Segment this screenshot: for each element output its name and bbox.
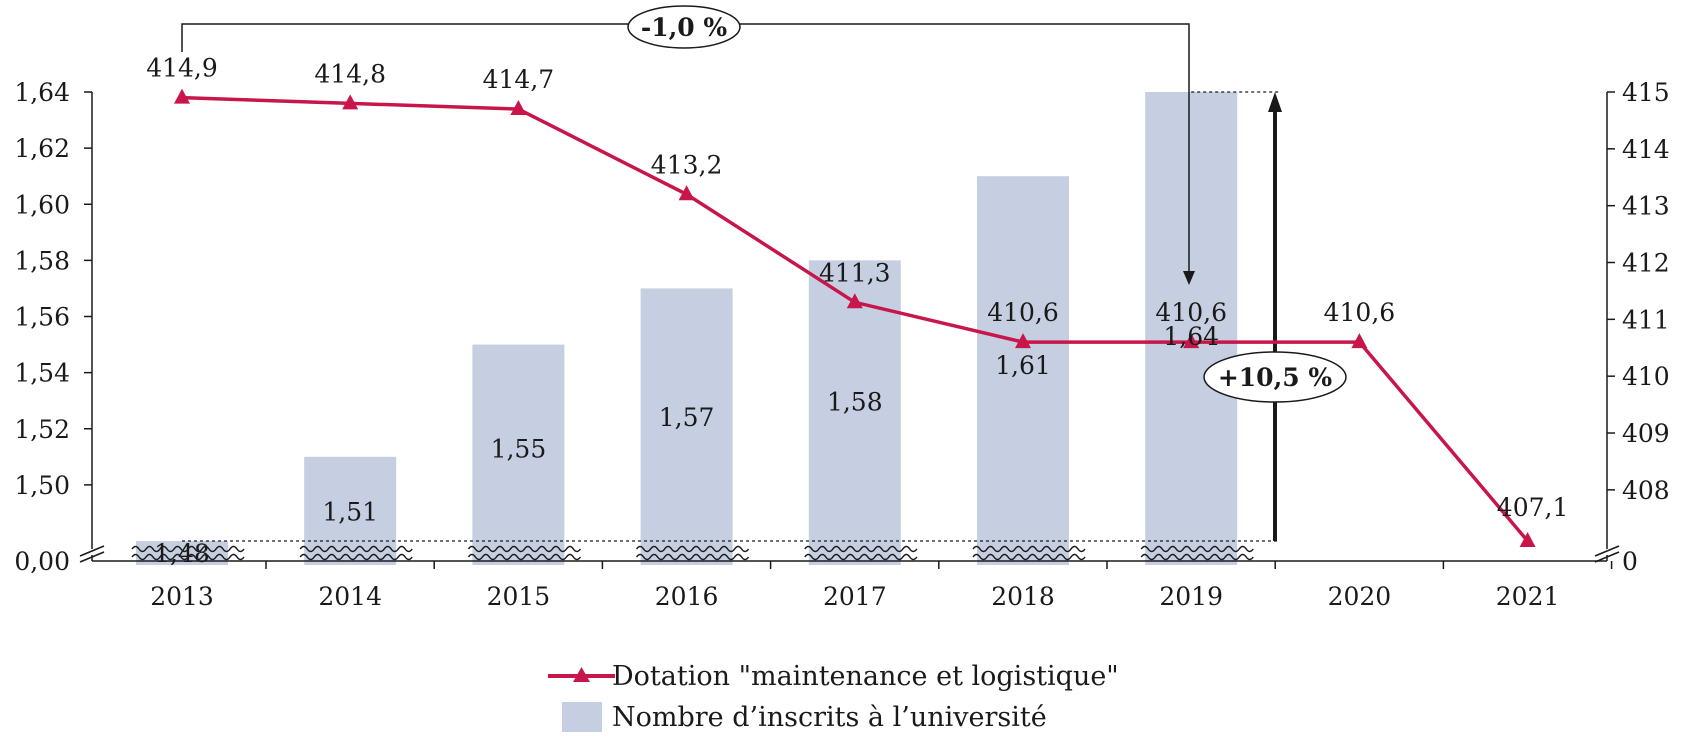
left-tick-label: 1,56 [14, 303, 70, 332]
bar-label-2015: 1,55 [491, 435, 547, 464]
bar-label-2018: 1,61 [995, 351, 1051, 380]
left-tick-label: 1,62 [14, 134, 70, 163]
x-tick-label-2018: 2018 [991, 582, 1055, 611]
decrease-badge [627, 5, 741, 49]
break-wave-2018 [972, 545, 1086, 553]
line-label-2020: 410,6 [1324, 298, 1396, 327]
line-marker-2018 [1015, 333, 1031, 349]
break-wave-2014 [299, 545, 413, 553]
line-label-2015: 414,7 [483, 65, 555, 94]
break-wave-2019 [1140, 553, 1254, 561]
line-label-2016: 413,2 [651, 150, 723, 179]
left-axis-break-slash-2 [79, 551, 105, 563]
right-axis-break-slash-1 [1594, 545, 1620, 557]
line-series [174, 88, 1536, 547]
right-tick-label: 411 [1622, 305, 1670, 334]
bar-2016 [640, 288, 733, 565]
decrease-arrowhead [1183, 271, 1195, 285]
legend-label-line: Dotation "maintenance et logistique" [612, 661, 1119, 692]
legend: Dotation "maintenance et logistique" Nom… [548, 661, 1119, 733]
line-marker-2021 [1519, 532, 1536, 547]
line-label-2014: 414,8 [314, 59, 386, 88]
break-wave-2016 [635, 553, 750, 561]
left-tick-label: 1,50 [14, 471, 70, 500]
axes: 1,50 1,52 1,54 1,56 1,58 1,60 1,62 1,64 0,00 408 4… [14, 78, 1669, 611]
right-tick-label: 415 [1622, 78, 1670, 107]
left-tick-label: 1,60 [14, 190, 70, 219]
line-marker-2016 [678, 185, 695, 201]
break-wave-2019 [1140, 545, 1254, 553]
line-marker-2020 [1351, 333, 1368, 349]
bar-label-2016: 1,57 [659, 403, 715, 432]
line-marker-2015 [510, 100, 527, 116]
x-tick-label-2019: 2019 [1159, 582, 1223, 611]
right-axis-break-slash-2 [1594, 551, 1620, 563]
data-labels: 1,48 1,51 1,55 1,57 1,58 1,61 1,64 414,9 414,8 41… [146, 54, 1568, 568]
bar-label-2013: 1,48 [154, 539, 210, 568]
x-tick-label-2015: 2015 [487, 582, 551, 611]
break-wave-2018 [972, 553, 1086, 561]
legend-bar-swatch [562, 702, 602, 732]
bar-label-2014: 1,51 [322, 497, 378, 526]
line-marker-2013 [174, 88, 190, 104]
bar-2019 [1145, 92, 1238, 565]
line-marker-2019 [1183, 333, 1200, 349]
x-tick-label-2013: 2013 [150, 582, 214, 611]
break-wave-2015 [467, 545, 582, 553]
left-tick-label: 1,54 [14, 359, 70, 388]
bar-2015 [472, 344, 565, 565]
left-axis-break-slash-1 [79, 545, 105, 557]
break-wave-2013 [131, 545, 245, 553]
increase-badge-label: +10,5 % [1218, 363, 1333, 392]
x-tick-label-2014: 2014 [318, 582, 382, 611]
x-tick-label-2016: 2016 [655, 582, 719, 611]
line-marker-2014 [342, 94, 359, 110]
right-tick-label: 410 [1622, 362, 1670, 391]
bar-label-2019: 1,64 [1163, 322, 1219, 351]
increase-badge [1203, 351, 1347, 403]
right-tick-label: 408 [1622, 476, 1670, 505]
decrease-badge-label: -1,0 % [641, 13, 728, 42]
line-label-2019: 410,6 [1155, 298, 1227, 327]
right-tick-label: 409 [1622, 419, 1670, 448]
legend-label-bars: Nombre d’inscrits à l’université [612, 702, 1047, 733]
left-tick-label-break: 0,00 [14, 547, 70, 576]
line-label-2017: 411,3 [819, 258, 891, 287]
x-tick-label-2020: 2020 [1328, 582, 1392, 611]
break-wave-2013 [131, 553, 245, 561]
left-tick-label: 1,64 [14, 78, 70, 107]
line-label-2021: 407,1 [1497, 493, 1569, 522]
right-tick-label: 412 [1622, 249, 1670, 278]
break-wave-2017 [804, 553, 918, 561]
x-tick-label-2017: 2017 [823, 582, 887, 611]
bar-series [136, 92, 1238, 565]
line-label-2018: 410,6 [987, 298, 1059, 327]
left-tick-label: 1,52 [14, 415, 70, 444]
x-tick-label-2021: 2021 [1496, 582, 1560, 611]
right-tick-label: 414 [1622, 135, 1670, 164]
break-wave-2015 [467, 553, 582, 561]
right-tick-label: 413 [1622, 192, 1670, 221]
left-tick-label: 1,58 [14, 246, 70, 275]
break-wave-2017 [804, 545, 918, 553]
break-wave-2014 [299, 553, 413, 561]
bar-2018 [977, 176, 1069, 565]
break-wave-2016 [635, 545, 750, 553]
bar-label-2017: 1,58 [827, 387, 883, 416]
annotations: -1,0 % +10,5 % [181, 5, 1347, 542]
legend-triangle-marker [573, 667, 590, 682]
line-marker-2017 [846, 293, 863, 309]
increase-arrowhead [1268, 92, 1282, 112]
right-tick-label-break: 0 [1622, 547, 1638, 576]
line-label-2013: 414,9 [146, 54, 218, 83]
axis-break-marks [131, 545, 1254, 561]
